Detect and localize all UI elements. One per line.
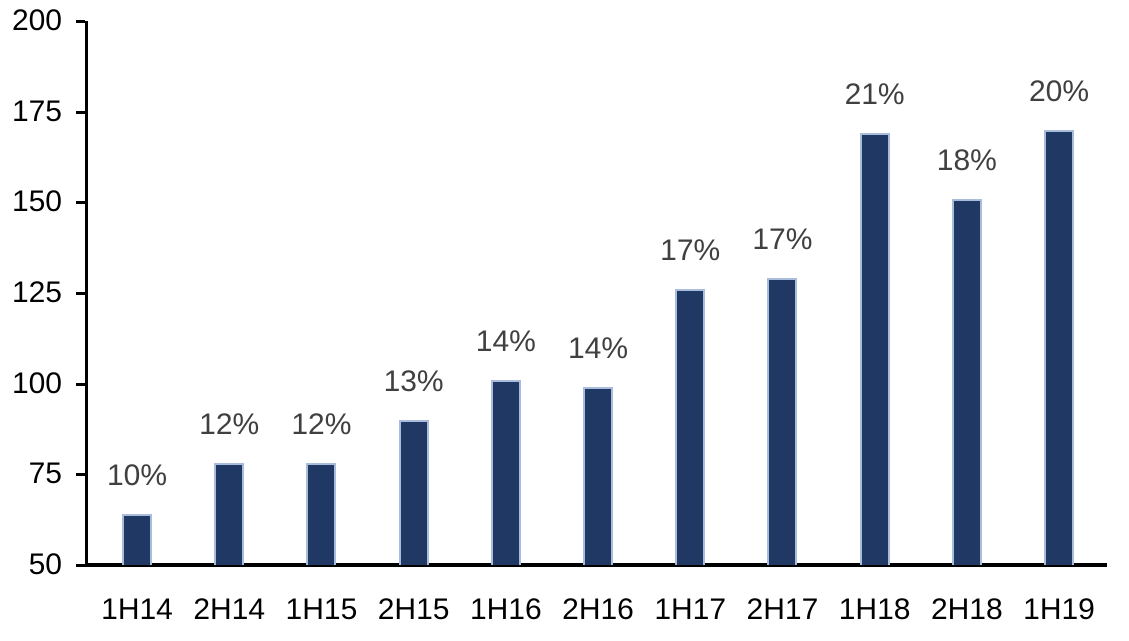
data-label-1H18: 21% <box>844 78 905 112</box>
x-axis-label-1H18: 1H18 <box>838 593 911 626</box>
data-label-2H14: 12% <box>199 408 260 442</box>
bar-1H18 <box>859 133 890 565</box>
data-label-2H18: 18% <box>936 143 997 177</box>
y-axis-tick-label: 200 <box>11 4 62 37</box>
x-axis-label-2H18: 2H18 <box>930 593 1003 626</box>
bar-2H18 <box>951 198 982 565</box>
y-axis-tick <box>76 564 85 567</box>
bar-1H19 <box>1044 129 1074 565</box>
data-label-2H16: 14% <box>567 332 629 366</box>
x-axis-label-2H14: 2H14 <box>193 593 266 626</box>
y-axis-tick-label: 50 <box>28 548 62 581</box>
data-label-2H17: 17% <box>752 223 813 257</box>
y-axis-tick-label: 100 <box>11 366 62 400</box>
data-label-2H15: 13% <box>383 364 444 398</box>
x-axis-label-2H17: 2H17 <box>746 593 819 626</box>
x-axis-label-1H19: 1H19 <box>1023 593 1095 626</box>
x-axis-label-1H15: 1H15 <box>285 593 358 626</box>
y-axis-line <box>85 21 88 567</box>
y-axis-tick <box>76 201 85 205</box>
bar-2H16 <box>583 387 613 565</box>
y-axis-tick <box>76 382 85 386</box>
data-label-1H19: 20% <box>1028 74 1090 108</box>
data-label-1H17: 17% <box>660 234 721 268</box>
bar-2H15 <box>398 419 429 565</box>
x-axis-label-1H16: 1H16 <box>469 593 542 626</box>
x-axis-line <box>85 563 1107 567</box>
x-axis-label-1H17: 1H17 <box>654 593 727 626</box>
data-label-1H14: 10% <box>106 459 168 493</box>
data-label-1H16: 14% <box>475 325 536 359</box>
bar-1H16 <box>490 380 521 565</box>
data-label-1H15: 12% <box>291 408 352 442</box>
bar-1H17 <box>675 289 706 565</box>
bar-2H14 <box>214 463 245 565</box>
y-axis-tick-label: 150 <box>11 185 62 219</box>
y-axis-tick <box>76 20 85 23</box>
y-axis-tick <box>76 110 85 114</box>
y-axis-tick <box>76 473 85 477</box>
x-axis-label-2H15: 2H15 <box>377 593 450 626</box>
y-axis-tick-label: 125 <box>11 276 62 309</box>
x-axis-label-1H14: 1H14 <box>101 593 173 626</box>
x-axis-label-2H16: 2H16 <box>562 593 634 626</box>
y-axis-tick-label: 175 <box>11 94 62 128</box>
bar-2H17 <box>767 278 798 565</box>
bar-1H15 <box>306 463 337 565</box>
bar-1H14 <box>122 514 152 565</box>
y-axis-tick <box>76 292 85 295</box>
y-axis-tick-label: 75 <box>28 457 62 491</box>
